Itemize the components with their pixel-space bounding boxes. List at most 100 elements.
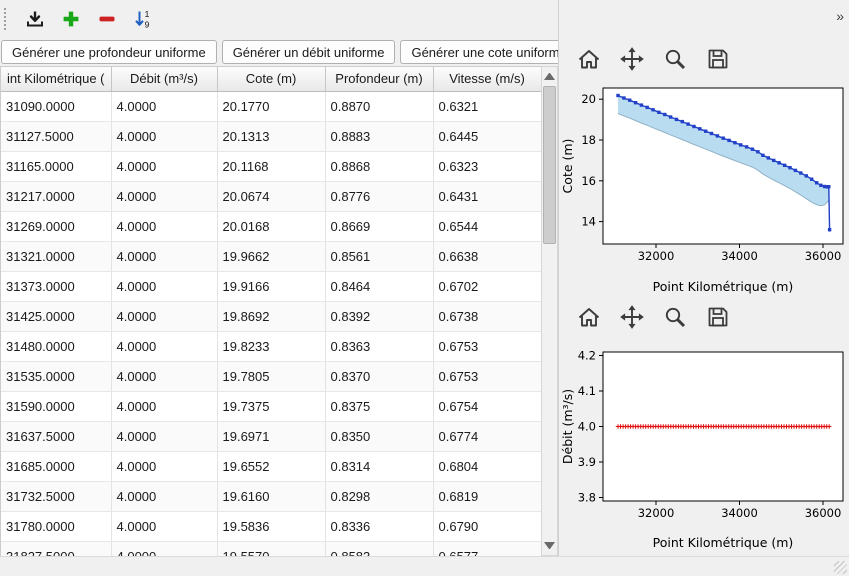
table-cell[interactable]: 0.6754 (433, 391, 541, 422)
table-vertical-scrollbar[interactable] (541, 66, 558, 556)
generate-uniform-level-button[interactable]: Générer une cote uniforme (400, 40, 578, 64)
column-header[interactable]: Vitesse (m/s) (433, 67, 541, 92)
table-cell[interactable]: 31590.0000 (1, 391, 112, 422)
table-cell[interactable]: 31127.5000 (1, 121, 112, 152)
table-cell[interactable]: 0.6445 (433, 121, 541, 152)
sort-numeric-button[interactable]: 1 9 (129, 6, 156, 33)
column-header[interactable]: Débit (m³/s) (111, 67, 218, 92)
table-cell[interactable]: 0.6577 (433, 541, 541, 556)
table-cell[interactable]: 4.0000 (111, 241, 218, 272)
add-row-button[interactable] (57, 6, 84, 33)
column-header[interactable]: int Kilométrique ( (1, 67, 112, 92)
home-button[interactable] (575, 303, 603, 331)
table-cell[interactable]: 4.0000 (111, 451, 218, 482)
generate-uniform-depth-button[interactable]: Générer une profondeur uniforme (1, 40, 217, 64)
table-cell[interactable]: 19.6971 (217, 421, 326, 452)
scrollbar-thumb[interactable] (543, 86, 556, 244)
table-cell[interactable]: 0.6738 (433, 301, 541, 332)
table-cell[interactable]: 19.6160 (217, 481, 326, 512)
table-cell[interactable]: 0.6702 (433, 271, 541, 302)
table-cell[interactable]: 19.5570 (217, 541, 326, 556)
table-cell[interactable]: 20.0168 (217, 211, 326, 242)
table-cell[interactable]: 0.8583 (325, 541, 434, 556)
table-cell[interactable]: 4.0000 (111, 91, 218, 122)
table-cell[interactable]: 0.8392 (325, 301, 434, 332)
table-cell[interactable]: 31269.0000 (1, 211, 112, 242)
table-cell[interactable]: 20.1770 (217, 91, 326, 122)
table-cell[interactable]: 0.8669 (325, 211, 434, 242)
generate-uniform-flow-button[interactable]: Générer un débit uniforme (221, 40, 396, 64)
debit-profile-chart[interactable]: 32000 34000 36000 3.8 3.9 4.0 4.1 4.2 Point Kilo… (559, 336, 849, 556)
scroll-down-arrow-icon[interactable] (544, 542, 555, 549)
table-cell[interactable]: 0.6431 (433, 181, 541, 212)
table-cell[interactable]: 0.8464 (325, 271, 434, 302)
column-header[interactable]: Cote (m) (217, 67, 326, 92)
table-cell[interactable]: 0.6753 (433, 331, 541, 362)
zoom-button[interactable] (661, 45, 689, 73)
table-cell[interactable]: 0.8314 (325, 451, 434, 482)
table-cell[interactable]: 31165.0000 (1, 151, 112, 182)
table-cell[interactable]: 4.0000 (111, 301, 218, 332)
table-cell[interactable]: 0.8868 (325, 151, 434, 182)
zoom-button[interactable] (661, 303, 689, 331)
table-cell[interactable]: 19.6552 (217, 451, 326, 482)
table-cell[interactable]: 0.8336 (325, 511, 434, 542)
save-figure-button[interactable] (704, 303, 732, 331)
table-cell[interactable]: 0.8883 (325, 121, 434, 152)
table-cell[interactable]: 0.8870 (325, 91, 434, 122)
table-cell[interactable]: 31217.0000 (1, 181, 112, 212)
table-cell[interactable]: 19.8692 (217, 301, 326, 332)
pan-button[interactable] (618, 303, 646, 331)
table-cell[interactable]: 0.6638 (433, 241, 541, 272)
table-cell[interactable]: 31780.0000 (1, 511, 112, 542)
toolbar-grip[interactable] (4, 8, 10, 30)
table-cell[interactable]: 0.8776 (325, 181, 434, 212)
table-cell[interactable]: 0.6819 (433, 481, 541, 512)
cote-profile-chart[interactable]: 32000 34000 36000 14 16 18 20 Point Kilométriqu… (559, 74, 849, 300)
table-cell[interactable]: 31480.0000 (1, 331, 112, 362)
pan-button[interactable] (618, 45, 646, 73)
table-cell[interactable]: 4.0000 (111, 391, 218, 422)
table-cell[interactable]: 31827.5000 (1, 541, 112, 556)
table-cell[interactable]: 20.0674 (217, 181, 326, 212)
table-cell[interactable]: 0.6321 (433, 91, 541, 122)
table-cell[interactable]: 31321.0000 (1, 241, 112, 272)
table-cell[interactable]: 0.6790 (433, 511, 541, 542)
table-cell[interactable]: 0.8363 (325, 331, 434, 362)
resize-grip[interactable] (834, 561, 847, 574)
table-cell[interactable]: 19.7805 (217, 361, 326, 392)
table-cell[interactable]: 31373.0000 (1, 271, 112, 302)
table-cell[interactable]: 0.8298 (325, 481, 434, 512)
table-cell[interactable]: 4.0000 (111, 511, 218, 542)
table-cell[interactable]: 31685.0000 (1, 451, 112, 482)
table-cell[interactable]: 0.6323 (433, 151, 541, 182)
home-button[interactable] (575, 45, 603, 73)
table-cell[interactable]: 0.8375 (325, 391, 434, 422)
table-cell[interactable]: 20.1168 (217, 151, 326, 182)
table-cell[interactable]: 20.1313 (217, 121, 326, 152)
table-cell[interactable]: 4.0000 (111, 541, 218, 556)
table-cell[interactable]: 19.5836 (217, 511, 326, 542)
remove-row-button[interactable] (93, 6, 120, 33)
table-cell[interactable]: 31090.0000 (1, 91, 112, 122)
table-cell[interactable]: 0.8561 (325, 241, 434, 272)
table-cell[interactable]: 4.0000 (111, 361, 218, 392)
table-cell[interactable]: 19.9166 (217, 271, 326, 302)
table-cell[interactable]: 0.6804 (433, 451, 541, 482)
table-cell[interactable]: 31732.5000 (1, 481, 112, 512)
toolbar-expand-chevron[interactable]: » (836, 8, 844, 24)
table-cell[interactable]: 0.6753 (433, 361, 541, 392)
table-cell[interactable]: 19.9662 (217, 241, 326, 272)
table-cell[interactable]: 31637.5000 (1, 421, 112, 452)
table-cell[interactable]: 0.8350 (325, 421, 434, 452)
table-cell[interactable]: 0.6544 (433, 211, 541, 242)
column-header[interactable]: Profondeur (m) (325, 67, 434, 92)
table-cell[interactable]: 4.0000 (111, 331, 218, 362)
table-cell[interactable]: 4.0000 (111, 151, 218, 182)
table-cell[interactable]: 0.6774 (433, 421, 541, 452)
import-button[interactable] (21, 6, 48, 33)
table-cell[interactable]: 31535.0000 (1, 361, 112, 392)
scroll-up-arrow-icon[interactable] (544, 73, 555, 80)
table-cell[interactable]: 4.0000 (111, 181, 218, 212)
table-cell[interactable]: 19.8233 (217, 331, 326, 362)
